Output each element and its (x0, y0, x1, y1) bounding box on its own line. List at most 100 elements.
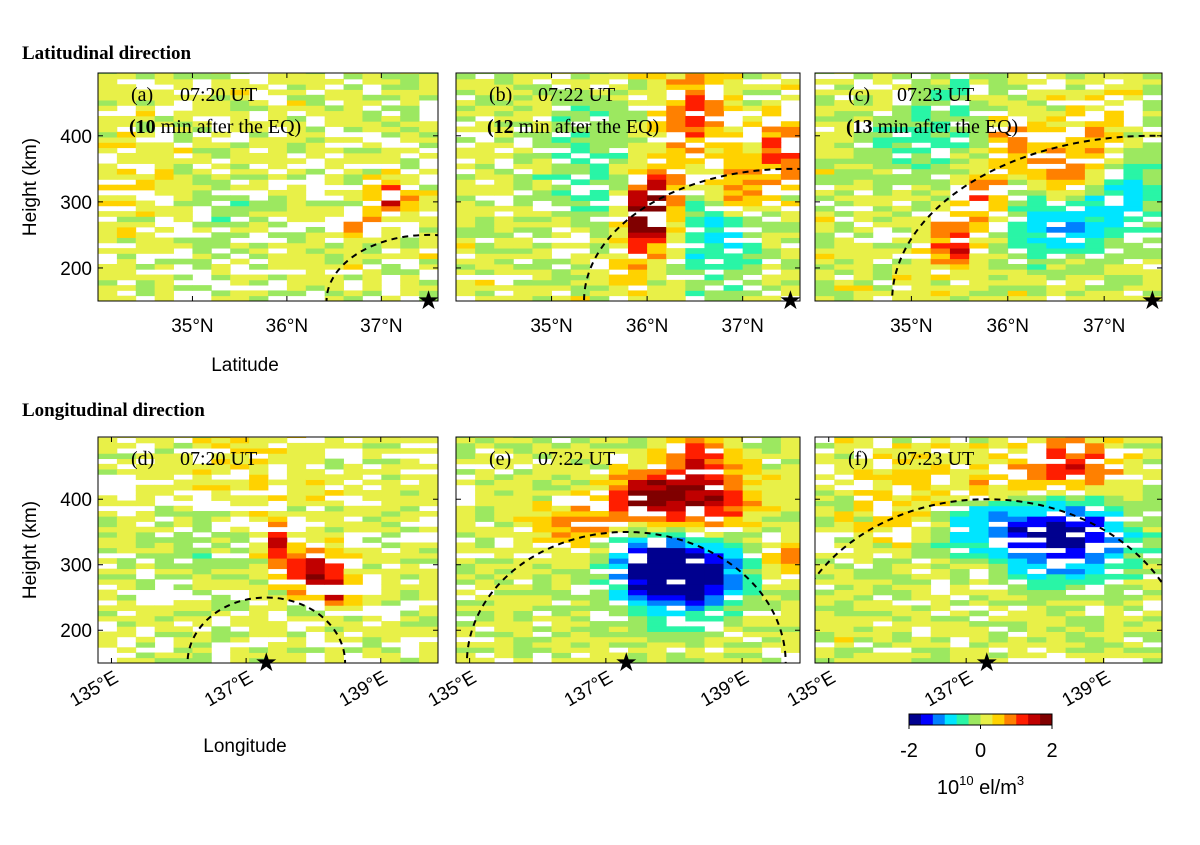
heatmap-cell (286, 248, 307, 254)
heatmap-cell (1142, 621, 1162, 627)
heatmap-cell (666, 110, 686, 117)
heatmap-cell (419, 94, 438, 101)
heatmap-cell (628, 232, 648, 238)
heatmap-cell (853, 657, 874, 663)
heatmap-cell (192, 511, 212, 517)
heatmap-cell (456, 205, 476, 212)
heatmap-cell (892, 521, 912, 528)
heatmap-cell (949, 89, 970, 96)
heatmap-cell (249, 615, 269, 622)
heatmap-cell (666, 84, 686, 90)
heatmap-cell (362, 110, 382, 117)
heatmap-cell (419, 126, 438, 133)
heatmap-cell (400, 474, 420, 480)
heatmap-cell (872, 437, 893, 439)
heatmap-cell (192, 258, 212, 265)
heatmap-cell (362, 495, 382, 501)
heatmap-cell (1142, 437, 1162, 444)
heatmap-cell (135, 290, 156, 297)
heatmap-cell (1065, 647, 1086, 653)
heatmap-cell (286, 290, 307, 297)
heatmap-cell (98, 221, 118, 228)
heatmap-cell (761, 552, 782, 559)
heatmap-cell (723, 142, 744, 149)
heatmap-cell (761, 100, 782, 106)
heatmap-cell (930, 531, 951, 538)
heatmap-cell (815, 274, 835, 281)
heatmap-cell (494, 89, 514, 96)
heatmap-cell (532, 563, 552, 570)
heatmap-cell (685, 636, 705, 643)
heatmap-cell (116, 295, 137, 301)
heatmap-cell (456, 442, 476, 449)
heatmap-cell (362, 142, 382, 149)
heatmap-cell (988, 195, 1009, 201)
heatmap-cell (381, 205, 401, 212)
heatmap-cell (570, 274, 591, 281)
heatmap-cell (400, 448, 420, 454)
heatmap-cell (911, 615, 932, 622)
heatmap-cell (969, 642, 989, 648)
heatmap-cell (551, 242, 572, 249)
heatmap-cell (324, 631, 344, 638)
heatmap-cell (570, 115, 591, 122)
heatmap-cell (723, 469, 744, 475)
heatmap-cell (230, 152, 250, 159)
heatmap-cell (286, 279, 307, 286)
heatmap-cell (98, 237, 118, 244)
heatmap-cell (400, 205, 420, 212)
heatmap-cell (647, 84, 667, 90)
heatmap-cell (286, 573, 307, 580)
heatmap-cell (249, 205, 269, 212)
heatmap-cell (892, 458, 912, 465)
heatmap-cell (381, 600, 401, 606)
heatmap-cell (513, 253, 533, 260)
heatmap-cell (324, 657, 344, 663)
heatmap-cell (1104, 636, 1124, 643)
heatmap-cell (513, 205, 533, 212)
heatmap-cell (685, 642, 705, 648)
heatmap-cell (419, 547, 438, 554)
heatmap-cell (513, 636, 533, 643)
heatmap-cell (116, 258, 137, 265)
heatmap-cell (608, 237, 629, 244)
heatmap-cell (834, 537, 854, 543)
heatmap-cell (628, 463, 648, 470)
heatmap-cell (1104, 490, 1124, 496)
heatmap-cell (1007, 73, 1028, 80)
heatmap-cell (324, 158, 344, 164)
heatmap-cell (685, 105, 705, 112)
heatmap-cell (1104, 573, 1124, 580)
heatmap-cell (988, 642, 1009, 648)
heatmap-cell (1027, 605, 1047, 611)
heatmap-cell (154, 285, 174, 291)
heatmap-cell (230, 621, 250, 627)
heatmap-cell (570, 211, 591, 217)
heatmap-cell (400, 269, 420, 275)
heatmap-cell (761, 479, 782, 486)
heatmap-cell (1123, 500, 1144, 507)
heatmap-cell (666, 174, 686, 180)
heatmap-cell (570, 205, 591, 212)
heatmap-cell (343, 137, 363, 143)
heatmap-cell (456, 605, 476, 611)
heatmap-cell (456, 189, 476, 196)
heatmap-cell (589, 437, 610, 444)
heatmap-cell (268, 147, 288, 154)
heatmap-cell (211, 216, 231, 223)
heatmap-cell (305, 647, 326, 653)
heatmap-cell (513, 558, 533, 564)
heatmap-cell (949, 537, 970, 543)
heatmap-cell (249, 573, 269, 580)
heatmap-cell (1007, 205, 1028, 212)
x-tick-label: 35°N (890, 316, 932, 337)
heatmap-cell (400, 594, 420, 601)
heatmap-cell (969, 474, 989, 480)
heatmap-cell (853, 631, 874, 638)
heatmap-cell (704, 657, 724, 663)
heatmap-cell (419, 631, 438, 638)
heatmap-cell (930, 285, 951, 291)
heatmap-cell (456, 147, 476, 154)
heatmap-cell (815, 158, 835, 164)
heatmap-cell (666, 631, 686, 638)
